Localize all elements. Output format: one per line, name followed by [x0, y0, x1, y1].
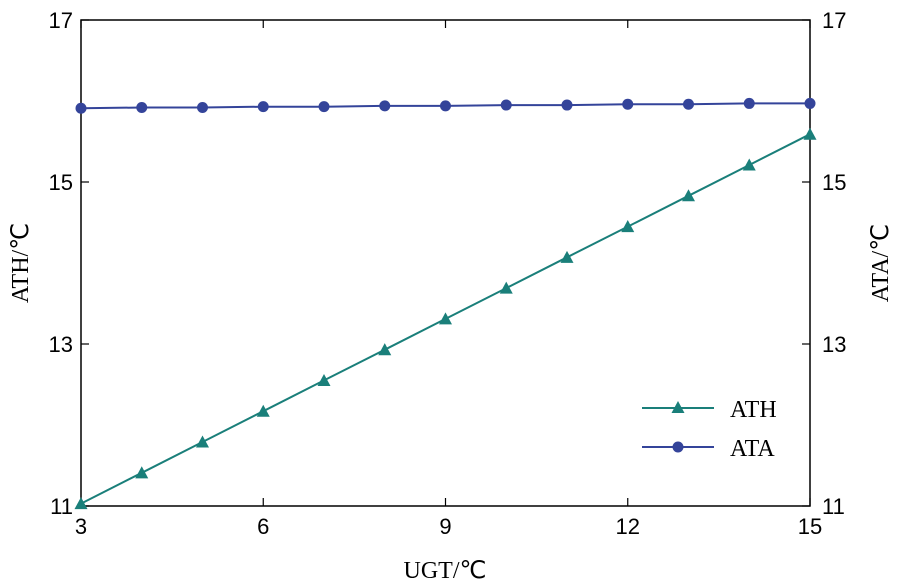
x-tick-label-4: 15 — [798, 514, 822, 539]
point-ath-2 — [196, 435, 209, 448]
point-ata-12 — [804, 97, 816, 109]
y-tick-label-3: 17 — [49, 8, 73, 33]
point-ata-3 — [257, 101, 269, 113]
legend-marker-ath — [671, 401, 685, 413]
y-tick-label-2: 15 — [49, 170, 73, 195]
point-ata-2 — [197, 101, 208, 113]
y-tick-label-1: 13 — [49, 332, 73, 357]
point-ata-11 — [743, 97, 755, 109]
point-ath-12 — [803, 127, 817, 140]
legend-label-ath: ATH — [730, 397, 777, 423]
point-ath-10 — [682, 189, 695, 202]
point-ath-9 — [621, 220, 635, 233]
plot-frame — [80, 19, 811, 507]
point-ath-1 — [135, 466, 149, 479]
point-ath-4 — [317, 373, 331, 386]
point-ata-6 — [440, 100, 451, 112]
point-ata-8 — [561, 99, 573, 111]
y2-tick-label-1: 13 — [822, 332, 846, 357]
y2-tick-label-3: 17 — [822, 8, 846, 33]
point-ath-11 — [742, 158, 756, 171]
x-tick-label-2: 9 — [439, 514, 451, 539]
y2-axis-title: ATA/℃ — [868, 224, 894, 302]
y-axis-title: ATH/℃ — [8, 223, 34, 303]
point-ata-1 — [136, 101, 148, 113]
series-layer — [74, 97, 817, 510]
y2-tick-label-2: 15 — [822, 170, 846, 195]
point-ath-7 — [499, 281, 513, 294]
point-ath-5 — [378, 343, 392, 356]
point-ata-5 — [379, 100, 391, 112]
point-ata-10 — [683, 98, 694, 110]
point-ath-0 — [74, 497, 88, 510]
point-ath-3 — [256, 404, 270, 417]
y2-tick-label-0: 11 — [822, 494, 845, 519]
point-ata-7 — [500, 99, 512, 111]
legend: ATH ATA — [642, 397, 777, 462]
x-tick-label-1: 6 — [257, 514, 269, 539]
point-ath-8 — [560, 250, 574, 263]
legend-marker-ata — [672, 441, 684, 453]
x-tick-label-3: 12 — [616, 514, 640, 539]
point-ata-9 — [622, 98, 634, 110]
y-tick-label-0: 11 — [50, 494, 73, 519]
legend-label-ata: ATA — [730, 436, 775, 462]
x-axis-title: UGT/℃ — [404, 558, 487, 584]
x-tick-label-0: 3 — [75, 514, 87, 539]
point-ata-0 — [75, 102, 87, 114]
point-ath-6 — [439, 312, 452, 325]
point-ata-4 — [318, 101, 330, 113]
